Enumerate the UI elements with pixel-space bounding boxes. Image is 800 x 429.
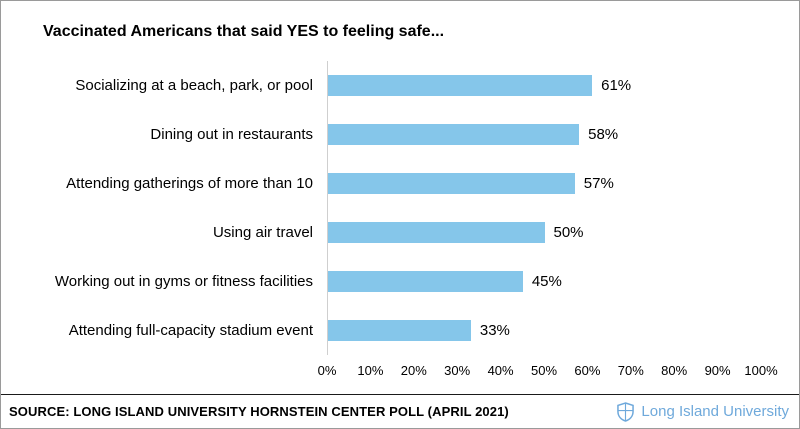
value-label: 58% bbox=[588, 126, 619, 143]
x-axis-tick-label: 40% bbox=[487, 363, 514, 378]
bar-row: Attending gatherings of more than 10 57% bbox=[1, 159, 761, 208]
bar-track: 45% bbox=[327, 257, 761, 306]
bar-row: Socializing at a beach, park, or pool 61% bbox=[1, 61, 761, 110]
chart-rows: Socializing at a beach, park, or pool 61%… bbox=[1, 61, 761, 355]
x-axis-tick-label: 10% bbox=[357, 363, 384, 378]
chart-title: Vaccinated Americans that said YES to fe… bbox=[43, 23, 445, 40]
category-label: Dining out in restaurants bbox=[150, 125, 313, 143]
bar-track: 33% bbox=[327, 306, 761, 355]
bar-row: Using air travel 50% bbox=[1, 208, 761, 257]
x-axis-ticks: 0% 10% 20% 30% 40% 50% 60% 70% 80% 90% 100% bbox=[318, 355, 778, 385]
footer: SOURCE: LONG ISLAND UNIVERSITY HORNSTEIN… bbox=[1, 394, 799, 428]
bar-track: 57% bbox=[327, 159, 761, 208]
bar bbox=[328, 271, 523, 292]
x-axis: 0% 10% 20% 30% 40% 50% 60% 70% 80% 90% 100% bbox=[1, 355, 778, 385]
x-axis-tick-label: 100% bbox=[744, 363, 778, 378]
bar-track: 61% bbox=[327, 61, 761, 110]
bar-track: 58% bbox=[327, 110, 761, 159]
liu-shield-icon bbox=[617, 401, 635, 422]
bar-row: Dining out in restaurants 58% bbox=[1, 110, 761, 159]
x-axis-tick-label: 30% bbox=[444, 363, 471, 378]
bar bbox=[328, 320, 471, 341]
category-label: Socializing at a beach, park, or pool bbox=[75, 76, 313, 94]
x-axis-tick-label: 50% bbox=[530, 363, 558, 378]
value-label: 45% bbox=[531, 273, 562, 290]
x-axis-tick-label: 70% bbox=[617, 363, 644, 378]
x-axis-tick-label: 0% bbox=[317, 363, 337, 378]
bar bbox=[328, 124, 580, 145]
category-label: Using air travel bbox=[212, 223, 313, 241]
bar bbox=[328, 75, 593, 96]
category-label: Attending gatherings of more than 10 bbox=[66, 174, 313, 192]
bar-track: 50% bbox=[327, 208, 761, 257]
bar bbox=[328, 173, 575, 194]
source-text: SOURCE: LONG ISLAND UNIVERSITY HORNSTEIN… bbox=[9, 404, 509, 419]
x-axis-tick-label: 60% bbox=[574, 363, 601, 378]
x-axis-tick-label: 80% bbox=[661, 363, 688, 378]
x-axis-tick-label: 90% bbox=[704, 363, 731, 378]
liu-logo-text: Long Island University bbox=[641, 403, 789, 420]
liu-logo: Long Island University bbox=[617, 401, 789, 422]
x-axis-tick-label: 20% bbox=[400, 363, 427, 378]
value-label: 61% bbox=[601, 77, 632, 94]
value-label: 50% bbox=[553, 224, 584, 241]
bar-row: Working out in gyms or fitness facilitie… bbox=[1, 257, 761, 306]
bar-chart: Socializing at a beach, park, or pool 61%… bbox=[1, 61, 778, 385]
category-label: Working out in gyms or fitness facilitie… bbox=[54, 272, 313, 290]
bar-row: Attending full-capacity stadium event 33% bbox=[1, 306, 761, 355]
bar bbox=[328, 222, 545, 243]
value-label: 33% bbox=[479, 322, 510, 339]
value-label: 57% bbox=[583, 175, 614, 192]
category-label: Attending full-capacity stadium event bbox=[68, 321, 313, 339]
axis-spacer bbox=[1, 355, 327, 385]
